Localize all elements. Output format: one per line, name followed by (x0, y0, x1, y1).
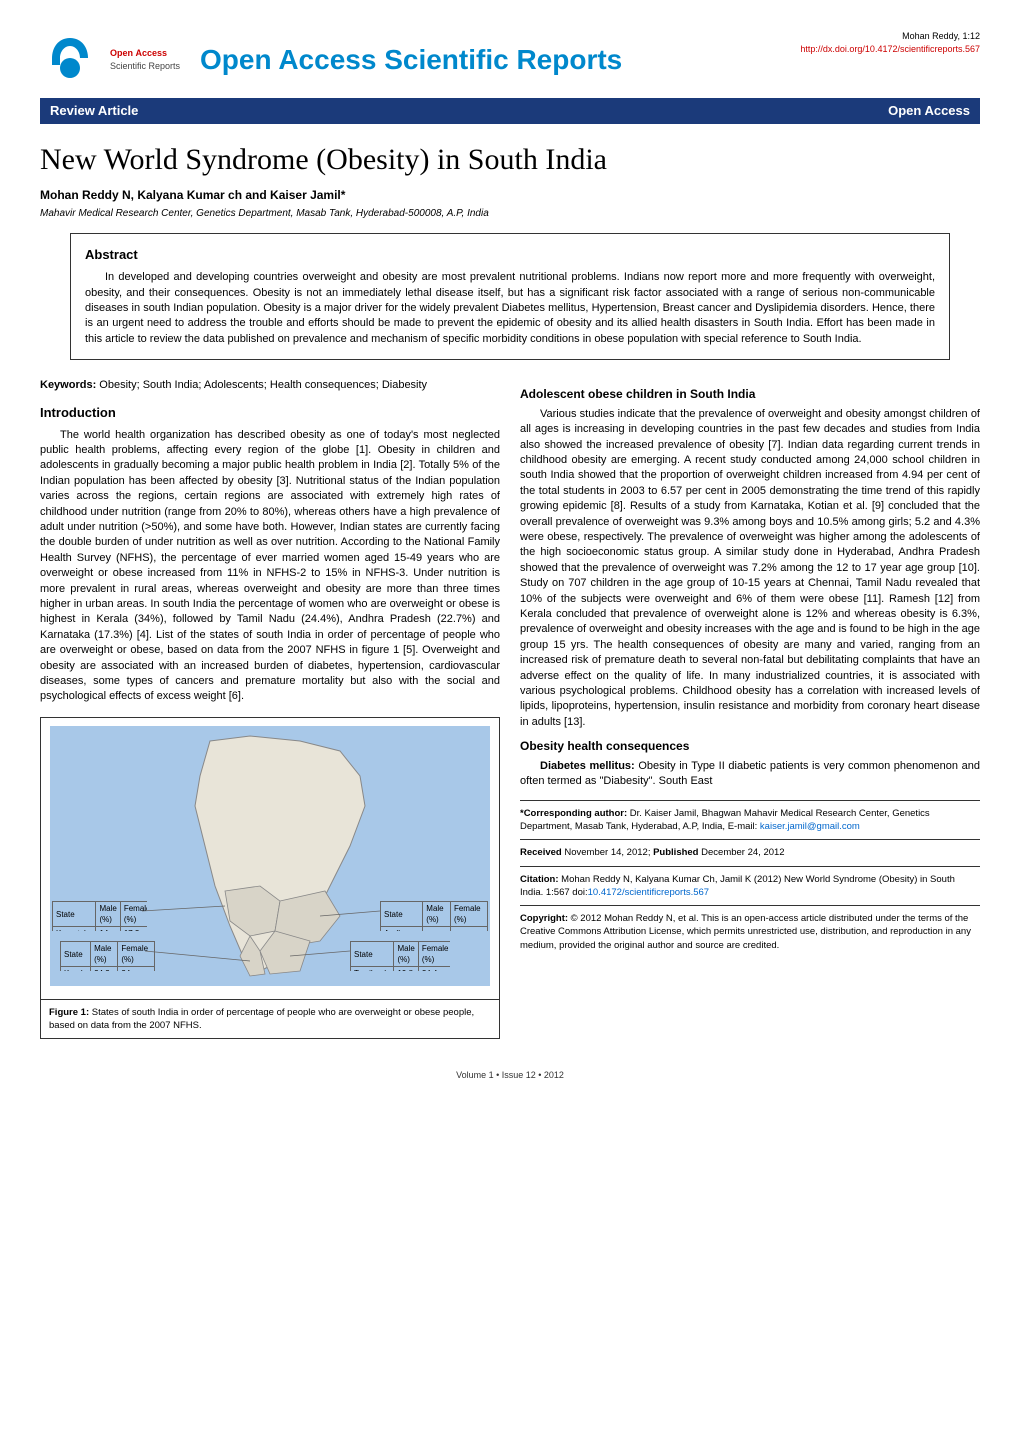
abstract-box: Abstract In developed and developing cou… (70, 233, 950, 360)
fig1-kar-h0: State (53, 901, 96, 926)
corresponding-email[interactable]: kaiser.jamil@gmail.com (760, 821, 860, 832)
fig1-ap-h0: State (381, 901, 423, 926)
diabetes-label: Diabetes mellitus: (540, 760, 635, 772)
fig1-ker-h0: State (61, 941, 91, 966)
intro-paragraph: The world health organization has descri… (40, 428, 500, 705)
india-map-icon: StateMale (%)Female (%) Karnataka1417.3 … (49, 726, 491, 986)
bar-right: Open Access (888, 102, 970, 120)
keywords-label: Keywords: (40, 379, 96, 391)
fig1-tn-v1: 24.4 (418, 967, 450, 971)
published-label: Published (653, 847, 698, 858)
citation-line: Citation: Mohan Reddy N, Kalyana Kumar C… (520, 873, 980, 900)
logo-open: Open (110, 48, 133, 58)
fig1-kar-h2: Female (%) (120, 901, 147, 926)
page-footer: Volume 1 • Issue 12 • 2012 (40, 1069, 980, 1082)
fig1-ker-h1: Male (%) (91, 941, 118, 966)
fig1-ker-state: Kerala (61, 967, 91, 971)
published-date: December 24, 2012 (699, 847, 785, 858)
citation-text: Mohan Reddy N, Kalyana Kumar Ch, Jamil K… (520, 874, 955, 898)
fig1-ker-h2: Female (%) (118, 941, 155, 966)
fig1-kar-v0: 14 (96, 927, 120, 931)
logo-text: Open Access Scientific Reports (110, 47, 180, 72)
fig1-kar-h1: Male (%) (96, 901, 120, 926)
fig1-tn-h1: Male (%) (394, 941, 418, 966)
keywords-text: Obesity; South India; Adolescents; Healt… (96, 379, 427, 391)
copyright-label: Copyright: (520, 913, 568, 924)
fig1-ap-v0: 17.6 (423, 927, 451, 931)
copyright-text: © 2012 Mohan Reddy N, et al. This is an … (520, 913, 971, 951)
citation-doi-link[interactable]: 10.4172/scientificreports.567 (588, 887, 709, 898)
figure-1-image: StateMale (%)Female (%) Karnataka1417.3 … (41, 718, 499, 999)
doi-link[interactable]: http://dx.doi.org/10.4172/scientificrepo… (800, 43, 980, 56)
received-label: Received (520, 847, 562, 858)
logo-area: Open Access Scientific Reports Open Acce… (40, 30, 622, 90)
right-column: Adolescent obese children in South India… (520, 378, 980, 1039)
fig1-ker-v0: 24.3 (91, 967, 118, 971)
footer-block: *Corresponding author: Dr. Kaiser Jamil,… (520, 800, 980, 952)
citation-short: Mohan Reddy, 1:12 (800, 30, 980, 43)
adolescent-heading: Adolescent obese children in South India (520, 386, 980, 403)
article-title: New World Syndrome (Obesity) in South In… (40, 139, 980, 181)
fig1-tn-h0: State (351, 941, 394, 966)
figure-1-caption: Figure 1: States of south India in order… (41, 999, 499, 1039)
fig1-tn-v0: 19.8 (394, 967, 418, 971)
keywords-line: Keywords: Obesity; South India; Adolesce… (40, 378, 500, 393)
figure-1-label: Figure 1: (49, 1007, 89, 1018)
fig1-tn-state: Tamilnadu (351, 967, 394, 971)
open-access-logo-icon (40, 30, 100, 90)
journal-title: Open Access Scientific Reports (200, 40, 622, 79)
figure-1-box: StateMale (%)Female (%) Karnataka1417.3 … (40, 717, 500, 1039)
article-type-bar: Review Article Open Access (40, 98, 980, 124)
intro-heading: Introduction (40, 404, 500, 422)
fig1-kar-state: Karnataka (53, 927, 96, 931)
adolescent-paragraph: Various studies indicate that the preval… (520, 407, 980, 730)
fig1-kar-v1: 17.3 (120, 927, 147, 931)
two-column-body: Keywords: Obesity; South India; Adolesce… (40, 378, 980, 1039)
diabetes-paragraph: Diabetes mellitus: Obesity in Type II di… (520, 759, 980, 790)
citation-label: Citation: (520, 874, 559, 885)
fig1-ap-v1: 22.7 (450, 927, 487, 931)
left-column: Keywords: Obesity; South India; Adolesce… (40, 378, 500, 1039)
fig1-ap-state: Andhra pradesh (381, 927, 423, 931)
fig1-ap-h2: Female (%) (450, 901, 487, 926)
copyright-line: Copyright: © 2012 Mohan Reddy N, et al. … (520, 912, 980, 952)
fig1-tn-h2: Female (%) (418, 941, 450, 966)
header-top: Open Access Scientific Reports Open Acce… (40, 30, 980, 90)
header-right: Mohan Reddy, 1:12 http://dx.doi.org/10.4… (800, 30, 980, 55)
abstract-text: In developed and developing countries ov… (85, 270, 935, 347)
fig1-ap-h1: Male (%) (423, 901, 451, 926)
consequences-heading: Obesity health consequences (520, 738, 980, 755)
received-date: November 14, 2012; (562, 847, 653, 858)
fig1-ker-v1: 34 (118, 967, 155, 971)
abstract-heading: Abstract (85, 246, 935, 264)
dates-line: Received November 14, 2012; Published De… (520, 846, 980, 859)
affiliation: Mahavir Medical Research Center, Genetic… (40, 207, 980, 221)
corresponding-author: *Corresponding author: Dr. Kaiser Jamil,… (520, 807, 980, 834)
authors: Mohan Reddy N, Kalyana Kumar ch and Kais… (40, 187, 980, 204)
bar-left: Review Article (50, 102, 138, 120)
logo-access: Access (136, 48, 168, 58)
corresponding-label: *Corresponding author: (520, 808, 627, 819)
figure-1-caption-text: States of south India in order of percen… (49, 1007, 474, 1031)
logo-sub: Scientific Reports (110, 61, 180, 71)
